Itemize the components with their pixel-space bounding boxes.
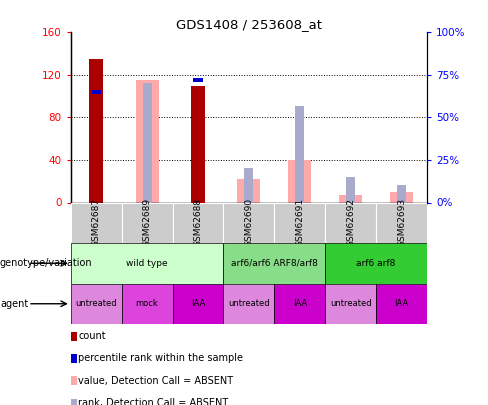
- Text: GSM62690: GSM62690: [244, 198, 253, 247]
- Bar: [238, 179, 260, 202]
- Text: untreated: untreated: [330, 299, 371, 308]
- Bar: [288, 160, 311, 202]
- Bar: [142, 83, 152, 202]
- Text: GSM62693: GSM62693: [397, 198, 406, 247]
- Bar: [89, 59, 103, 202]
- Text: arf6/arf6 ARF8/arf8: arf6/arf6 ARF8/arf8: [231, 259, 318, 268]
- Text: IAA: IAA: [293, 299, 307, 308]
- Text: count: count: [78, 331, 106, 341]
- Text: wild type: wild type: [126, 259, 168, 268]
- Bar: [173, 202, 224, 243]
- Bar: [244, 168, 253, 202]
- Bar: [173, 284, 224, 324]
- Bar: [71, 243, 224, 284]
- Text: value, Detection Call = ABSENT: value, Detection Call = ABSENT: [78, 376, 233, 386]
- Bar: [224, 284, 274, 324]
- Text: untreated: untreated: [75, 299, 117, 308]
- Bar: [325, 243, 427, 284]
- Text: percentile rank within the sample: percentile rank within the sample: [78, 354, 244, 363]
- Title: GDS1408 / 253608_at: GDS1408 / 253608_at: [176, 18, 322, 31]
- Bar: [274, 284, 325, 324]
- Text: arf6 arf8: arf6 arf8: [356, 259, 396, 268]
- Bar: [346, 177, 355, 202]
- Bar: [390, 192, 413, 202]
- Text: GSM62691: GSM62691: [295, 198, 305, 247]
- Text: GSM62689: GSM62689: [142, 198, 152, 247]
- Text: GSM62692: GSM62692: [346, 198, 355, 247]
- Bar: [136, 80, 159, 202]
- Bar: [224, 243, 325, 284]
- Bar: [122, 202, 173, 243]
- Bar: [274, 202, 325, 243]
- Bar: [224, 202, 274, 243]
- Bar: [325, 284, 376, 324]
- Bar: [71, 202, 122, 243]
- Text: GSM62688: GSM62688: [193, 198, 203, 247]
- Bar: [71, 284, 122, 324]
- Bar: [339, 195, 362, 202]
- Bar: [397, 185, 406, 202]
- Text: GSM62687: GSM62687: [92, 198, 101, 247]
- Text: genotype/variation: genotype/variation: [0, 258, 93, 268]
- Text: rank, Detection Call = ABSENT: rank, Detection Call = ABSENT: [78, 398, 228, 405]
- Text: untreated: untreated: [228, 299, 270, 308]
- Bar: [92, 90, 101, 94]
- Bar: [191, 85, 205, 202]
- Bar: [376, 202, 427, 243]
- Text: IAA: IAA: [191, 299, 205, 308]
- Bar: [376, 284, 427, 324]
- Bar: [193, 78, 203, 82]
- Bar: [295, 106, 305, 202]
- Bar: [325, 202, 376, 243]
- Text: mock: mock: [136, 299, 159, 308]
- Text: IAA: IAA: [394, 299, 408, 308]
- Bar: [122, 284, 173, 324]
- Text: agent: agent: [0, 299, 28, 309]
